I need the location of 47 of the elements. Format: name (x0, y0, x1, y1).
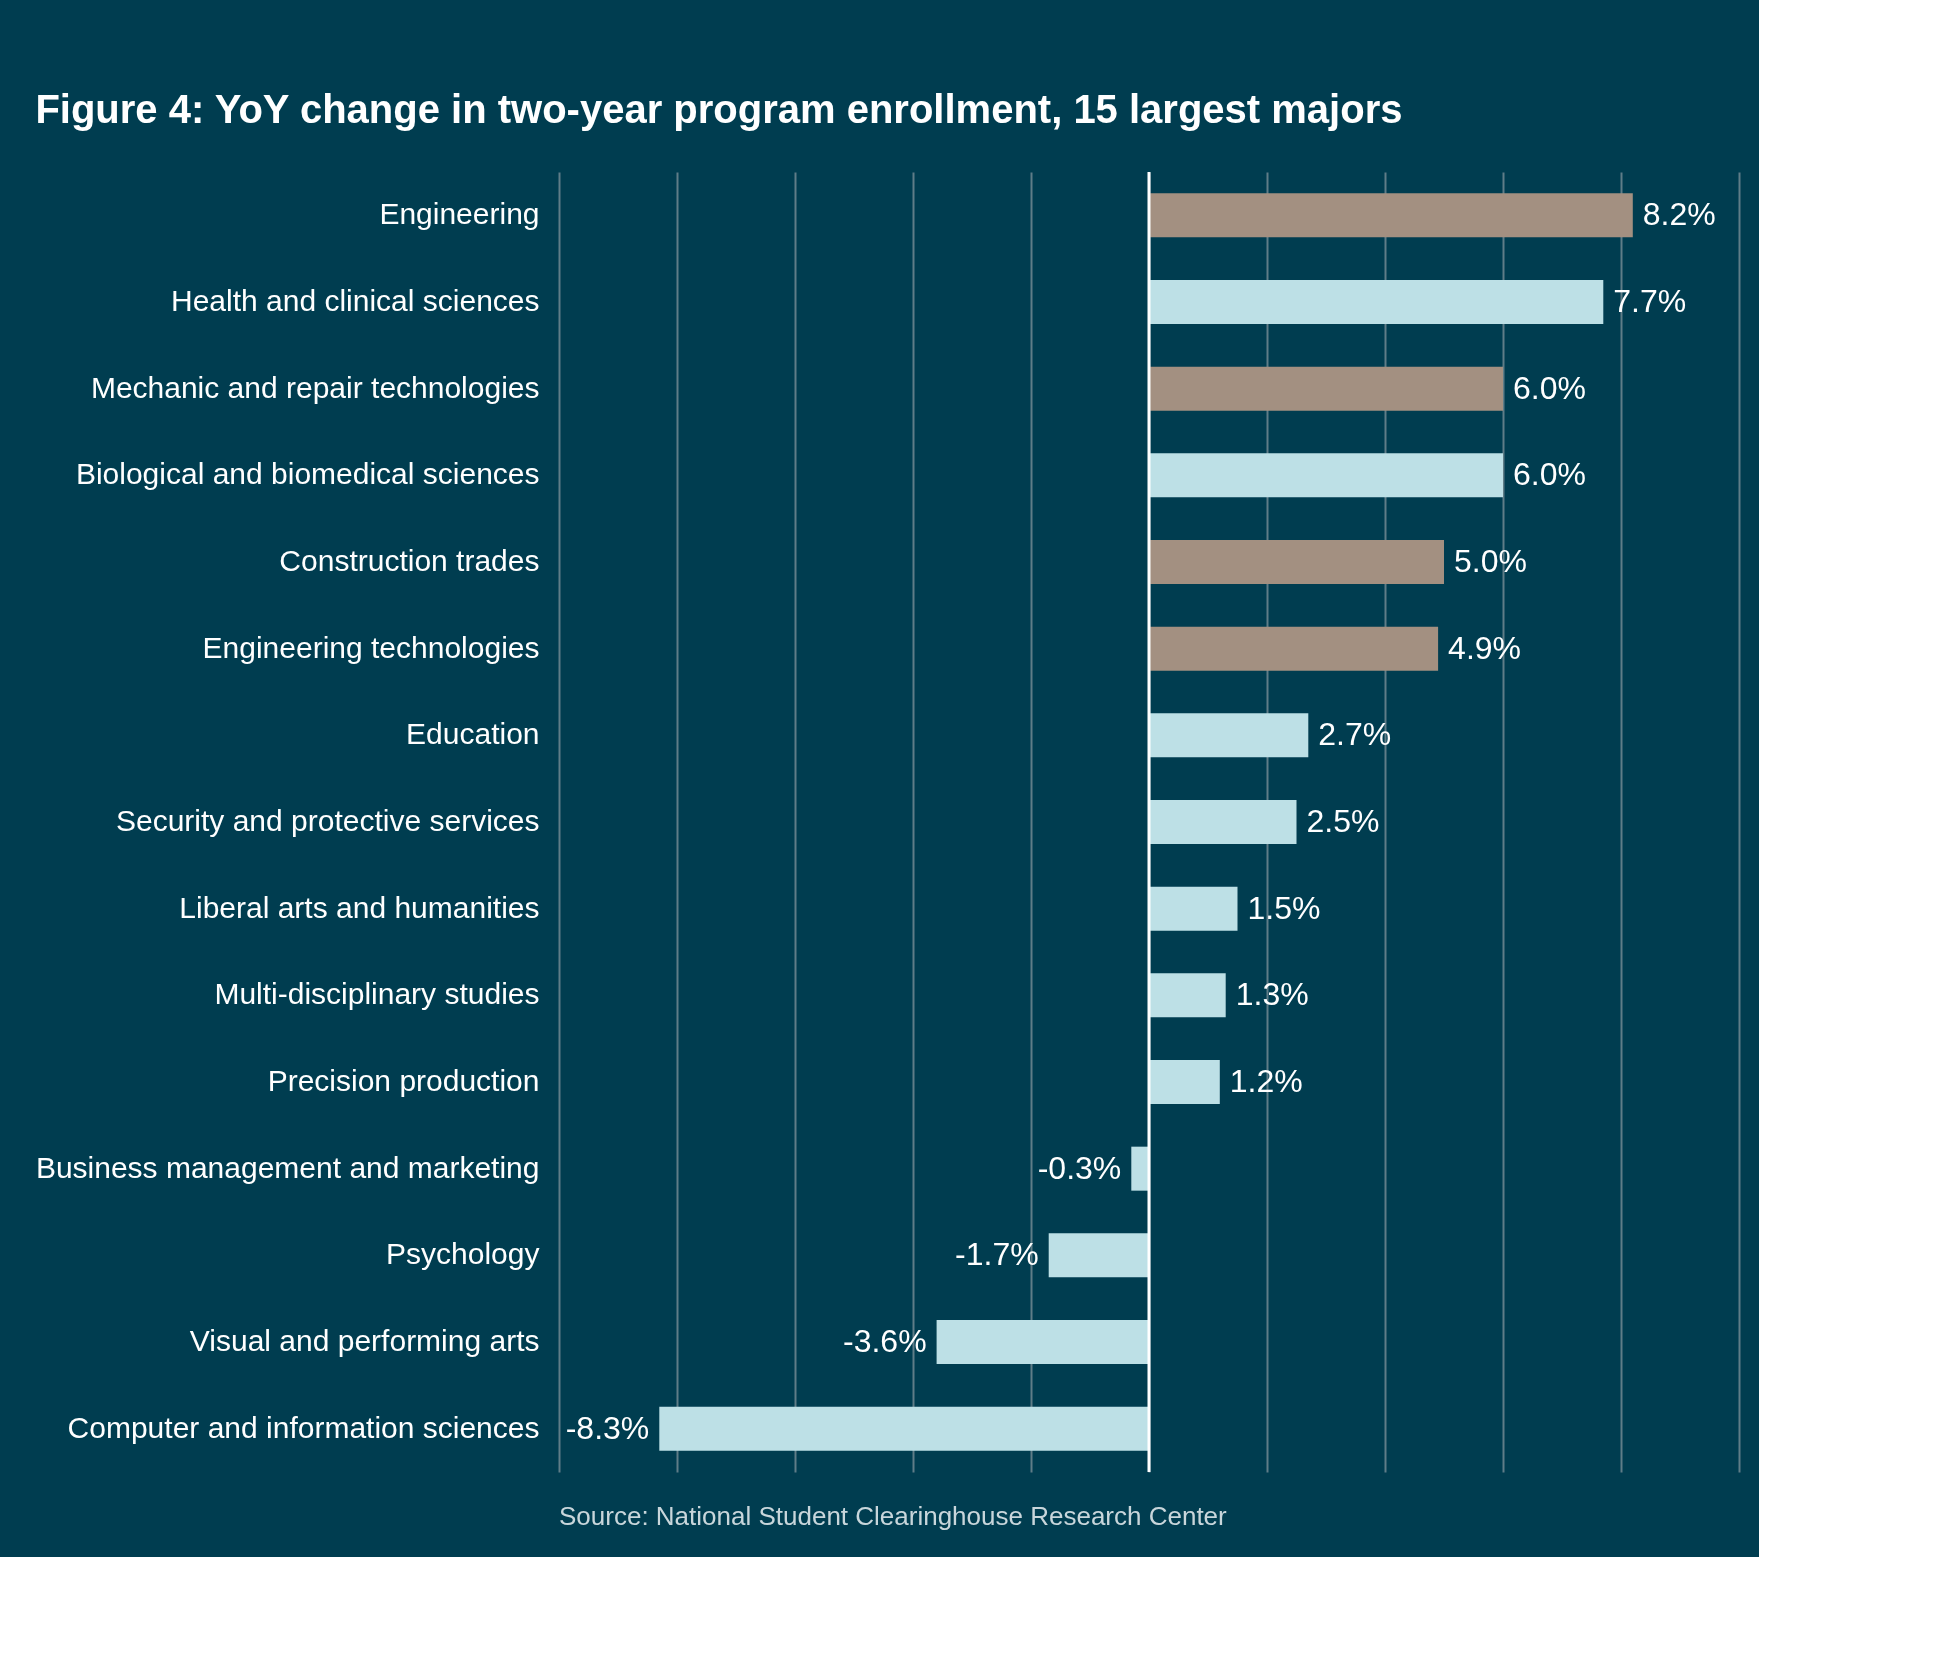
source-note: Source: National Student Clearinghouse Research Center (559, 1501, 1228, 1531)
y-tick-label: Visual and performing arts (189, 1324, 540, 1357)
y-tick-label: Health and clinical sciences (170, 284, 540, 317)
y-tick-label: Security and protective services (115, 804, 540, 837)
bar (1048, 1233, 1149, 1278)
y-tick-label: Mechanic and repair technologies (90, 370, 540, 404)
data-label: -8.3% (565, 1409, 650, 1446)
data-label: 7.7% (1613, 283, 1687, 319)
data-label: 6.0% (1513, 369, 1586, 406)
data-label: -0.3% (1037, 1149, 1122, 1186)
y-tick-label: Business management and marketing (35, 1150, 540, 1184)
bar (1149, 366, 1503, 411)
bar (1131, 1146, 1149, 1191)
y-tick-label: Computer and information sciences (67, 1410, 540, 1444)
bar (1149, 973, 1226, 1018)
bar (1149, 453, 1503, 498)
data-label: 8.2% (1642, 196, 1716, 233)
data-label: 6.0% (1513, 456, 1586, 493)
bar (1149, 626, 1439, 671)
bar (1149, 280, 1604, 324)
bar (1149, 713, 1309, 758)
y-tick-label: Engineering technologies (202, 630, 540, 664)
bar (936, 1320, 1149, 1364)
y-tick-label: Biological and biomedical sciences (75, 457, 540, 491)
data-label: 1.5% (1247, 889, 1321, 926)
y-tick-label: Liberal arts and humanities (179, 890, 540, 924)
y-tick-label: Multi-disciplinary studies (214, 977, 540, 1011)
bar (1149, 800, 1297, 844)
data-label: 2.7% (1318, 716, 1392, 753)
y-tick-label: Construction trades (279, 544, 540, 577)
bar (1149, 1060, 1220, 1104)
data-label: 2.5% (1306, 803, 1380, 839)
y-tick-label: Psychology (386, 1237, 540, 1271)
y-tick-label: Engineering (379, 197, 540, 231)
data-label: 1.2% (1229, 1063, 1303, 1099)
bar (1149, 540, 1444, 584)
chart-title: Figure 4: YoY change in two-year program enrollment, 15 largest majors (35, 86, 1403, 131)
bar (1149, 886, 1238, 931)
bar (1149, 193, 1633, 238)
data-label: 1.3% (1235, 976, 1309, 1013)
data-label: -3.6% (843, 1323, 927, 1359)
data-label: 4.9% (1448, 629, 1522, 666)
y-tick-label: Precision production (267, 1064, 540, 1097)
bar (659, 1406, 1149, 1451)
data-label: -1.7% (955, 1236, 1039, 1273)
data-label: 5.0% (1454, 543, 1527, 579)
y-tick-label: Education (406, 717, 540, 751)
